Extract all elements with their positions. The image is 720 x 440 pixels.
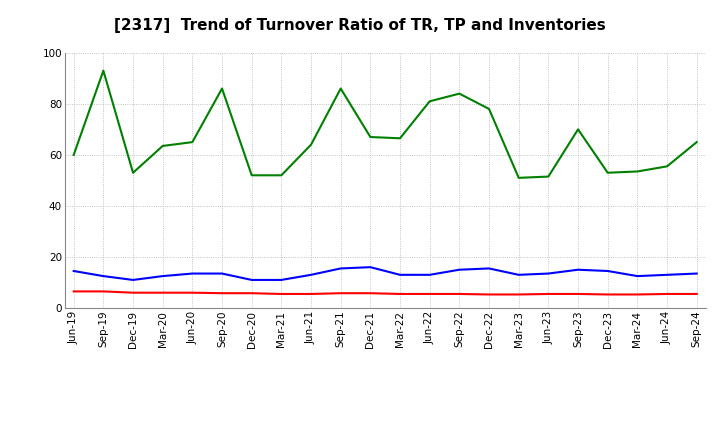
Trade Payables bbox=[693, 271, 701, 276]
Inventories bbox=[514, 175, 523, 180]
Trade Receivables bbox=[336, 290, 345, 296]
Trade Payables bbox=[396, 272, 405, 278]
Inventories bbox=[662, 164, 671, 169]
Inventories bbox=[366, 134, 374, 139]
Inventories bbox=[248, 172, 256, 178]
Trade Payables bbox=[603, 268, 612, 274]
Trade Receivables bbox=[248, 290, 256, 296]
Trade Payables bbox=[69, 268, 78, 274]
Line: Trade Payables: Trade Payables bbox=[73, 267, 697, 280]
Trade Payables bbox=[336, 266, 345, 271]
Line: Inventories: Inventories bbox=[73, 71, 697, 178]
Trade Receivables bbox=[158, 290, 167, 295]
Trade Receivables bbox=[69, 289, 78, 294]
Inventories bbox=[99, 68, 108, 73]
Inventories bbox=[633, 169, 642, 174]
Trade Receivables bbox=[603, 292, 612, 297]
Trade Payables bbox=[158, 273, 167, 279]
Text: [2317]  Trend of Turnover Ratio of TR, TP and Inventories: [2317] Trend of Turnover Ratio of TR, TP… bbox=[114, 18, 606, 33]
Inventories bbox=[693, 139, 701, 145]
Trade Payables bbox=[574, 267, 582, 272]
Inventories bbox=[455, 91, 464, 96]
Trade Receivables bbox=[662, 291, 671, 297]
Inventories bbox=[217, 86, 226, 91]
Inventories bbox=[129, 170, 138, 176]
Inventories bbox=[277, 172, 286, 178]
Inventories bbox=[485, 106, 493, 112]
Trade Payables bbox=[366, 264, 374, 270]
Trade Payables bbox=[307, 272, 315, 278]
Trade Receivables bbox=[693, 291, 701, 297]
Inventories bbox=[603, 170, 612, 176]
Trade Payables bbox=[99, 273, 108, 279]
Trade Receivables bbox=[574, 291, 582, 297]
Inventories bbox=[158, 143, 167, 149]
Trade Payables bbox=[188, 271, 197, 276]
Inventories bbox=[544, 174, 553, 179]
Trade Receivables bbox=[396, 291, 405, 297]
Trade Payables bbox=[129, 277, 138, 282]
Trade Payables bbox=[277, 277, 286, 282]
Trade Receivables bbox=[99, 289, 108, 294]
Trade Payables bbox=[662, 272, 671, 278]
Trade Receivables bbox=[217, 290, 226, 296]
Trade Payables bbox=[633, 273, 642, 279]
Trade Receivables bbox=[129, 290, 138, 295]
Inventories bbox=[396, 136, 405, 141]
Inventories bbox=[426, 99, 434, 104]
Trade Receivables bbox=[366, 290, 374, 296]
Trade Receivables bbox=[485, 292, 493, 297]
Inventories bbox=[188, 139, 197, 145]
Inventories bbox=[336, 86, 345, 91]
Trade Receivables bbox=[307, 291, 315, 297]
Trade Receivables bbox=[514, 292, 523, 297]
Trade Payables bbox=[217, 271, 226, 276]
Trade Payables bbox=[514, 272, 523, 278]
Trade Receivables bbox=[455, 291, 464, 297]
Inventories bbox=[69, 152, 78, 158]
Trade Receivables bbox=[633, 292, 642, 297]
Trade Receivables bbox=[544, 291, 553, 297]
Trade Payables bbox=[248, 277, 256, 282]
Trade Payables bbox=[426, 272, 434, 278]
Inventories bbox=[307, 142, 315, 147]
Trade Receivables bbox=[188, 290, 197, 295]
Inventories bbox=[574, 127, 582, 132]
Trade Payables bbox=[485, 266, 493, 271]
Trade Receivables bbox=[426, 291, 434, 297]
Trade Receivables bbox=[277, 291, 286, 297]
Trade Payables bbox=[455, 267, 464, 272]
Trade Payables bbox=[544, 271, 553, 276]
Line: Trade Receivables: Trade Receivables bbox=[73, 291, 697, 294]
